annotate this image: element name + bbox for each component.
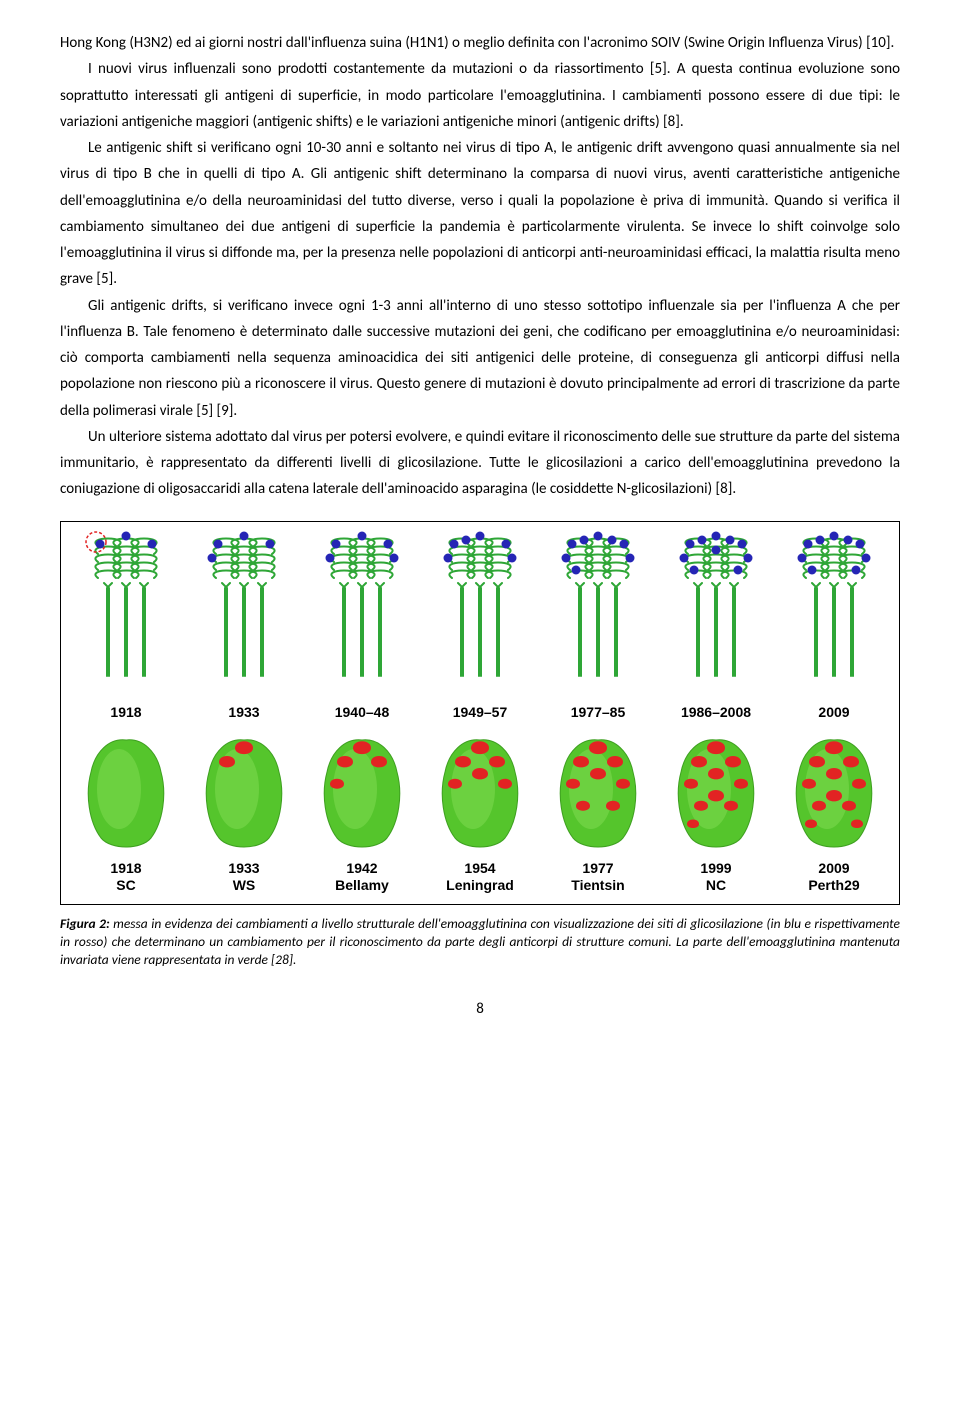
figure-row-ribbons: 1918 1933 1940–48 1949–57 1977–85 1986–2008 20… [67, 528, 893, 721]
ribbon-cell: 2009 [775, 528, 893, 721]
caption-lead: Figura 2: [60, 915, 110, 932]
blob-year-label: 1977Tientsin [571, 860, 624, 894]
blob-cell: 1942Bellamy [303, 734, 421, 894]
blob-year-label: 1954Leningrad [446, 860, 514, 894]
para-1: I nuovi virus influenzali sono prodotti … [60, 56, 900, 135]
caption-text: messa in evidenza dei cambiamenti a live… [60, 915, 900, 968]
ribbon-year-label: 1940–48 [335, 704, 390, 721]
figure-row-blobs: 1918SC 1933WS 1942Bellamy 1954Leningrad 1977… [67, 734, 893, 894]
ribbon-year-label: 1986–2008 [681, 704, 751, 721]
ribbon-cell: 1918 [67, 528, 185, 721]
ribbon-year-label: 1977–85 [571, 704, 626, 721]
figure-caption: Figura 2: messa in evidenza dei cambiame… [60, 915, 900, 970]
blob-cell: 1977Tientsin [539, 734, 657, 894]
para-4: Un ulteriore sistema adottato dal virus … [60, 424, 900, 503]
blob-year-label: 2009Perth29 [808, 860, 859, 894]
para-2: Le antigenic shift si verificano ogni 10… [60, 135, 900, 293]
blob-year-label: 1942Bellamy [335, 860, 389, 894]
para-3: Gli antigenic drifts, si verificano inve… [60, 293, 900, 424]
figure-2: 1918 1933 1940–48 1949–57 1977–85 1986–2008 20… [60, 521, 900, 905]
ribbon-year-label: 1918 [110, 704, 141, 721]
blob-cell: 1999NC [657, 734, 775, 894]
ribbon-cell: 1949–57 [421, 528, 539, 721]
ribbon-cell: 1940–48 [303, 528, 421, 721]
blob-cell: 1918SC [67, 734, 185, 894]
blob-year-label: 1933WS [228, 860, 259, 894]
ribbon-cell: 1986–2008 [657, 528, 775, 721]
ribbon-year-label: 1949–57 [453, 704, 508, 721]
blob-cell: 1954Leningrad [421, 734, 539, 894]
blob-cell: 1933WS [185, 734, 303, 894]
page-number: 8 [60, 1000, 900, 1018]
ribbon-year-label: 2009 [818, 704, 849, 721]
blob-cell: 2009Perth29 [775, 734, 893, 894]
body-text: Hong Kong (H3N2) ed ai giorni nostri dal… [60, 30, 900, 503]
ribbon-cell: 1977–85 [539, 528, 657, 721]
blob-year-label: 1918SC [110, 860, 141, 894]
para-0: Hong Kong (H3N2) ed ai giorni nostri dal… [60, 30, 900, 56]
blob-year-label: 1999NC [700, 860, 731, 894]
ribbon-cell: 1933 [185, 528, 303, 721]
ribbon-year-label: 1933 [228, 704, 259, 721]
